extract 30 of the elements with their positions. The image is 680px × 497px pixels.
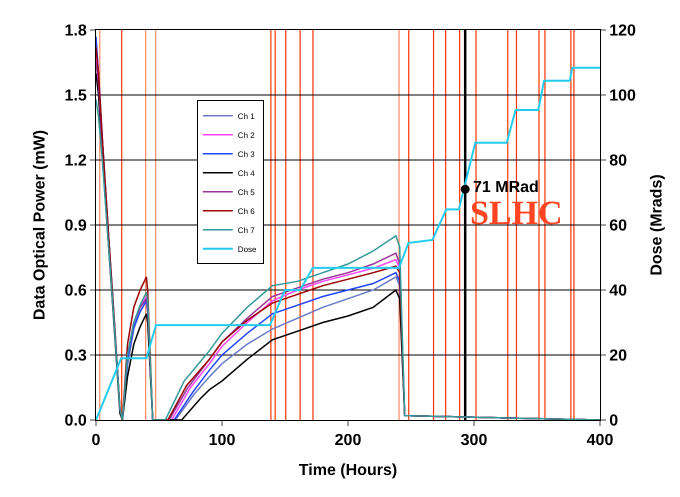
- y2-tick-label: 20: [609, 348, 628, 365]
- y2-tick-label: 60: [609, 218, 628, 235]
- legend-label: Dose: [238, 244, 258, 254]
- x-tick-label: 100: [208, 432, 236, 450]
- y-axis-title: Data Optical Power (mW): [31, 130, 48, 320]
- y2-tick-label: 80: [609, 152, 628, 170]
- y2-tick-label: 40: [609, 282, 628, 300]
- legend-label: Ch 3: [238, 150, 256, 159]
- x-tick-label: 300: [460, 432, 488, 450]
- y-tick-label: 0.3: [64, 348, 87, 365]
- y2-axis-title: Dose (Mrads): [648, 174, 666, 276]
- y-tick-label: 0.6: [64, 282, 87, 300]
- y-tick-label: 1.8: [64, 22, 87, 40]
- x-tick-label: 0: [92, 432, 101, 450]
- y-tick-label: 0.9: [64, 218, 87, 235]
- legend-label: Ch 2: [238, 130, 256, 140]
- y2-tick-label: 0: [609, 412, 618, 430]
- legend-label: Ch 7: [238, 226, 256, 235]
- y-tick-label: 1.2: [64, 152, 87, 170]
- legend-label: Ch 1: [238, 112, 256, 121]
- y2-tick-label: 100: [609, 88, 636, 105]
- legend-label: Ch 6: [238, 206, 256, 216]
- legend-label: Ch 4: [238, 168, 256, 178]
- x-tick-label: 200: [334, 432, 362, 450]
- legend-label: Ch 5: [238, 188, 256, 197]
- x-tick-label: 400: [586, 432, 614, 450]
- y-tick-label: 1.5: [64, 88, 87, 105]
- y2-tick-label: 120: [609, 22, 636, 40]
- x-axis-title: Time (Hours): [298, 462, 398, 479]
- y-tick-label: 0.0: [64, 412, 87, 430]
